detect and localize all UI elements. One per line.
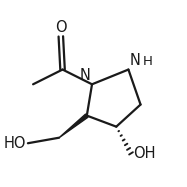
Text: H: H [142, 55, 152, 68]
Text: O: O [55, 20, 67, 35]
Polygon shape [59, 114, 88, 138]
Text: OH: OH [133, 146, 155, 161]
Text: N: N [129, 53, 140, 68]
Text: HO: HO [4, 136, 26, 151]
Text: N: N [79, 68, 90, 83]
